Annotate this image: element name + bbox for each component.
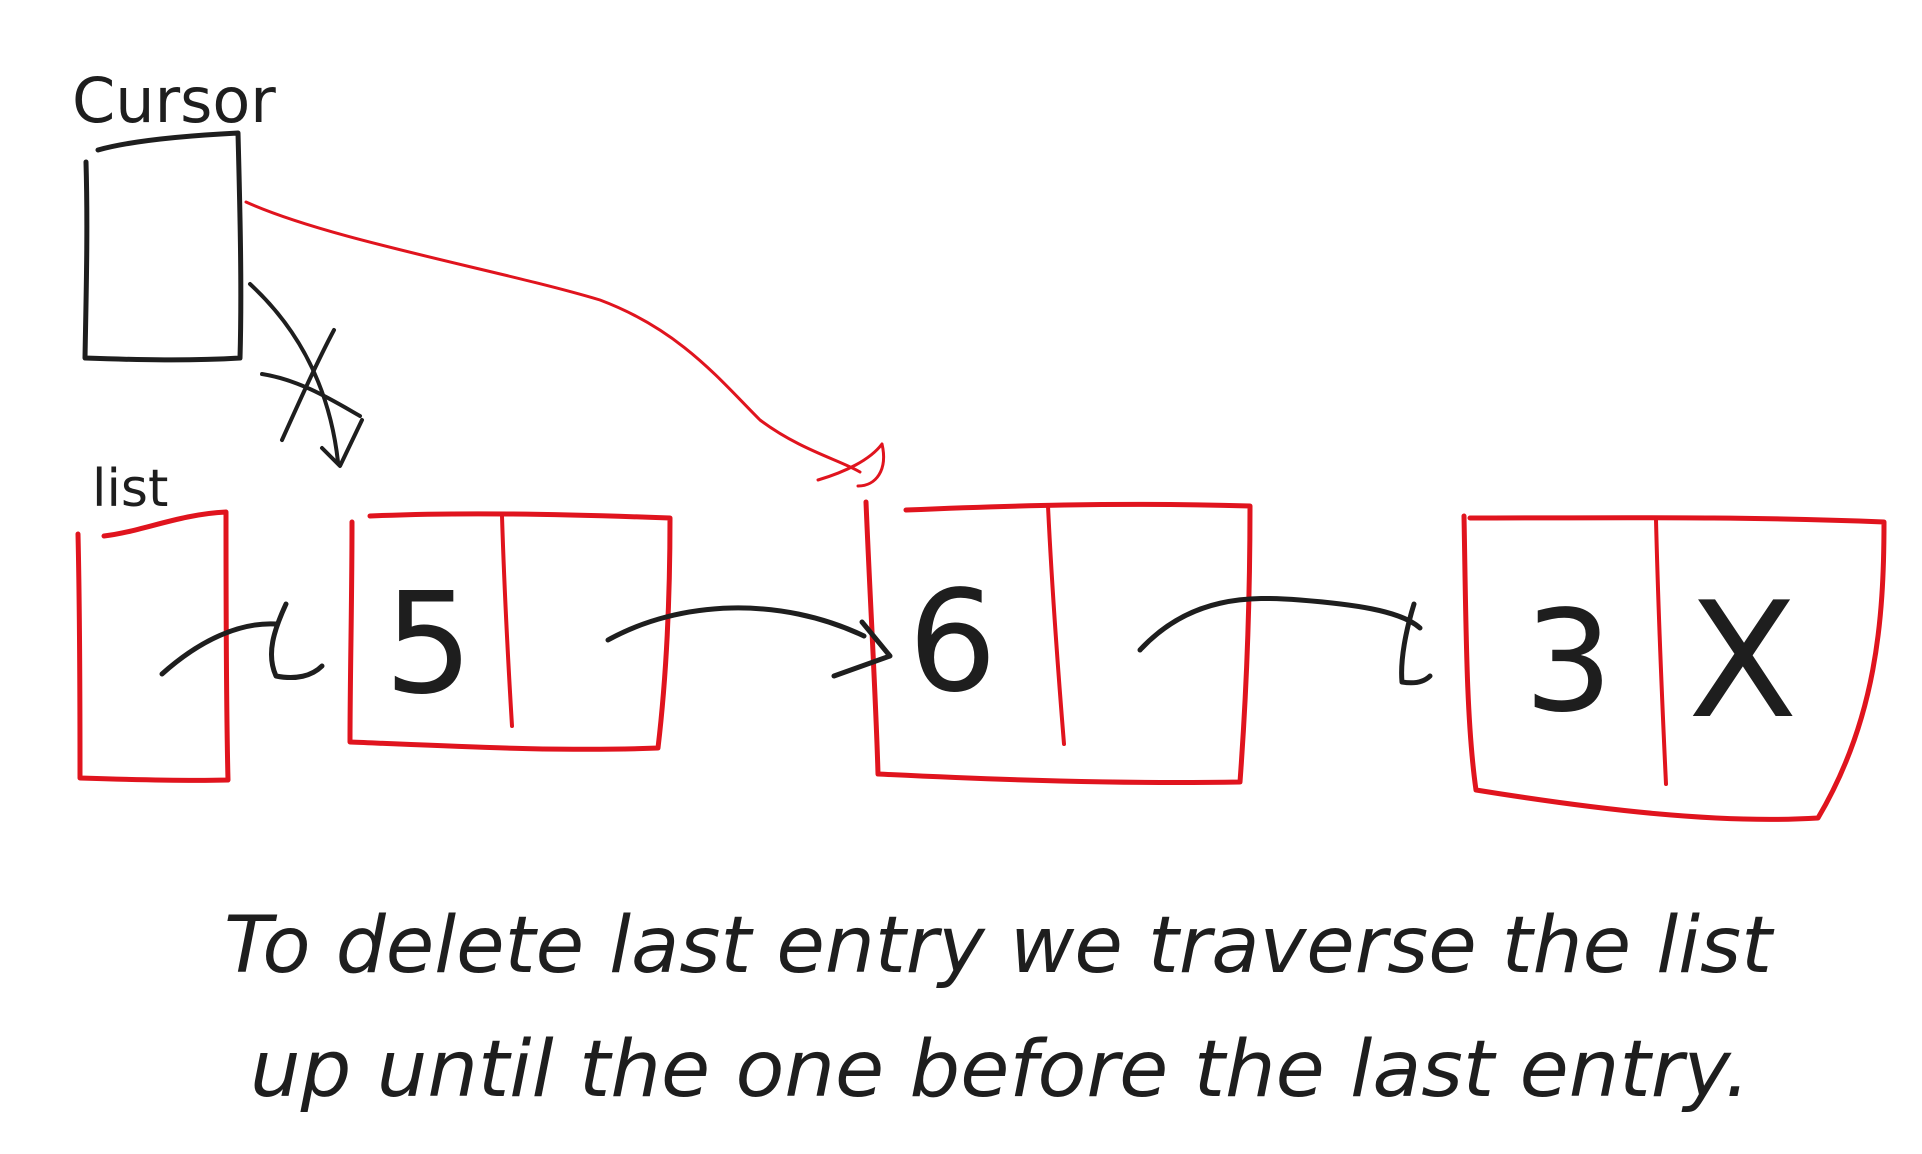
arrow-node-1-to-node-2-tip [831,619,893,679]
arrow-node-2-to-node-3 [1137,595,1423,653]
node-2-value: 6 [908,561,997,724]
node-1-value: 5 [384,563,473,726]
cursor-box [82,130,244,363]
new-cursor-arrow [244,200,862,474]
node-3-value: 3 [1524,581,1613,744]
node-3-next: X [1688,567,1798,754]
node-1-divider [500,514,514,728]
node-1: 5 [347,511,673,752]
arrow-node-1-to-node-2 [605,605,867,643]
caption-line-2: up until the one before the last entry. [250,1025,1750,1115]
list-head-box [75,509,231,783]
arrow-head-to-node-1-tip [268,601,325,681]
old-cursor-arrowhead [320,418,364,468]
node-3: 3 X [1461,513,1887,822]
arrow-node-2-to-node-3-tip [1399,601,1433,686]
list-label: list [92,459,168,519]
node-3-divider [1654,518,1668,786]
arrow-head-to-node-1 [159,621,279,677]
node-1-box [347,511,673,752]
new-cursor-arrowhead [816,442,885,488]
cross-out-mark [260,328,362,442]
old-cursor-arrow [248,282,340,464]
node-2-divider [1046,504,1066,746]
cursor-label: Cursor [72,64,276,137]
node-2-box [863,499,1253,786]
node-3-box [1461,513,1887,822]
node-2: 6 [863,499,1253,786]
caption-line-1: To delete last entry we traverse the lis… [224,901,1774,991]
